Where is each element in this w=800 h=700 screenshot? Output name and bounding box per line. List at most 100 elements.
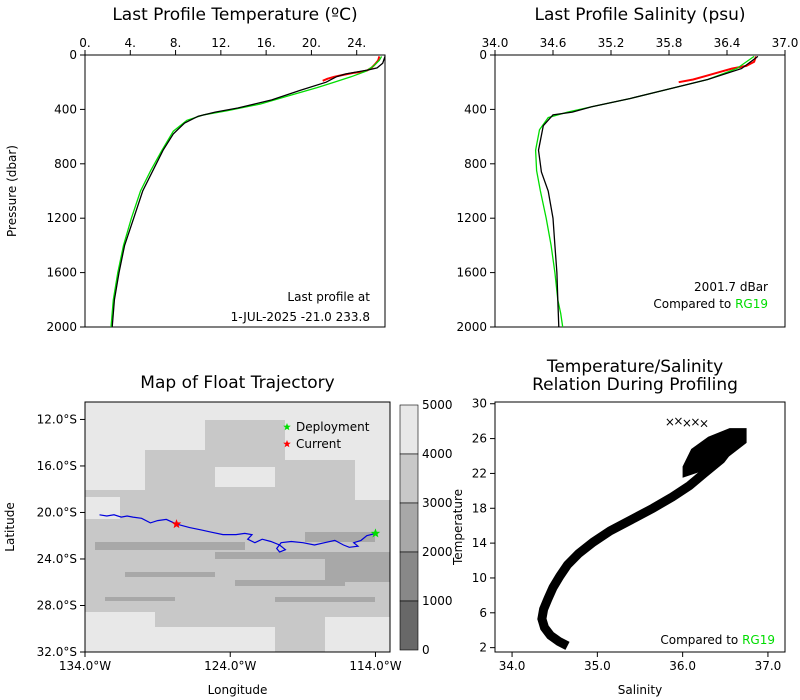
deployment-star-icon bbox=[370, 528, 381, 538]
depth-scale-label: 4000 bbox=[422, 447, 453, 461]
map-x-tick-label: 124.0°W bbox=[204, 659, 256, 673]
sal-y-tick-label: 800 bbox=[464, 157, 487, 171]
map-x-tick-label: 134.0°W bbox=[59, 659, 111, 673]
sal-annotation-prefix: Compared to bbox=[653, 297, 735, 311]
salinity-profile-panel: Last Profile Salinity (psu) 34.0 34.6 35.2 3… bbox=[456, 5, 798, 334]
sal-annotation-ref: RG19 bbox=[735, 297, 768, 311]
map-legend-label: Deployment bbox=[296, 420, 370, 434]
sal-x-tick-label: 36.4 bbox=[714, 36, 741, 50]
ts-y-tick-label: 2 bbox=[479, 641, 487, 655]
temp-y-tick-label: 1600 bbox=[46, 266, 77, 280]
map-y-tick-label: 24.0°S bbox=[37, 552, 77, 566]
temp-series-line bbox=[110, 56, 383, 328]
sal-annotation-line2: Compared to RG19 bbox=[653, 297, 768, 311]
sal-title: Last Profile Salinity (psu) bbox=[534, 5, 745, 25]
ts-y-tick-label: 26 bbox=[472, 432, 487, 446]
map-bathymetry-deep bbox=[275, 597, 375, 602]
depth-scale-label: 3000 bbox=[422, 496, 453, 510]
sal-x-tick-label: 34.6 bbox=[540, 36, 567, 50]
temp-y-tick-label: 1200 bbox=[46, 211, 77, 225]
map-y-axis-label: Latitude bbox=[3, 502, 17, 551]
temp-x-tick-label: 8. bbox=[170, 36, 181, 50]
sal-x-tick-label: 34.0 bbox=[482, 36, 509, 50]
ts-x-tick-label: 35.0 bbox=[584, 659, 611, 673]
depth-scale-segment bbox=[399, 551, 419, 602]
map-bathymetry-shallow bbox=[85, 612, 155, 652]
ts-annotation: Compared to RG19 bbox=[660, 633, 775, 647]
ts-y-axis-label: Temperature bbox=[451, 489, 465, 566]
temp-annotation-line2: 1-JUL-2025 -21.0 233.8 bbox=[231, 310, 370, 324]
sal-y-tick-label: 0 bbox=[479, 48, 487, 62]
ts-x-tick-label: 34.0 bbox=[499, 659, 526, 673]
ts-y-tick-label: 30 bbox=[472, 397, 487, 411]
current-star-icon bbox=[171, 519, 182, 529]
map-bathymetry-deep bbox=[125, 572, 215, 577]
sal-series-line bbox=[537, 55, 759, 328]
ts-outlier-point: × bbox=[699, 417, 709, 431]
ts-annotation-ref: RG19 bbox=[742, 633, 775, 647]
map-bathymetry-shallow bbox=[285, 420, 390, 460]
temp-y-tick-label: 400 bbox=[54, 102, 77, 116]
temp-y-tick-label: 2000 bbox=[46, 320, 77, 334]
ts-outlier-point: × bbox=[682, 416, 692, 430]
map-legend-label: Current bbox=[296, 437, 341, 451]
depth-scale-label: 2000 bbox=[422, 545, 453, 559]
depth-scale-segment bbox=[399, 502, 419, 553]
sal-plot-frame bbox=[494, 54, 786, 328]
temp-x-tick-label: 20. bbox=[302, 36, 321, 50]
temp-annotation-line1: Last profile at bbox=[287, 290, 370, 304]
map-bathymetry-shallow bbox=[215, 467, 275, 487]
depth-scale-segment bbox=[399, 404, 419, 455]
depth-scale-label: 0 bbox=[422, 643, 430, 657]
temp-x-tick-label: 4. bbox=[125, 36, 136, 50]
ts-x-tick-label: 37.0 bbox=[755, 659, 782, 673]
legend-star-icon bbox=[283, 423, 291, 431]
map-y-tick-label: 32.0°S bbox=[37, 645, 77, 659]
ts-title: Temperature/Salinity bbox=[546, 357, 723, 377]
map-bathymetry-shallow bbox=[325, 617, 390, 652]
sal-series-line bbox=[678, 56, 757, 84]
map-bathymetry-shallow bbox=[155, 627, 275, 652]
sal-x-tick-label: 35.2 bbox=[598, 36, 625, 50]
ts-outlier-point: × bbox=[665, 415, 675, 429]
ts-outlier-point: × bbox=[673, 414, 683, 428]
sal-y-tick-label: 1200 bbox=[456, 211, 487, 225]
temp-x-tick-label: 16. bbox=[257, 36, 276, 50]
map-bathymetry-shallow bbox=[355, 460, 390, 500]
map-bathymetry-deep bbox=[305, 532, 375, 542]
map-y-tick-label: 16.0°S bbox=[37, 459, 77, 473]
map-bathymetry-shallow bbox=[85, 497, 120, 519]
temp-y-tick-label: 0 bbox=[69, 48, 77, 62]
map-y-tick-label: 28.0°S bbox=[37, 598, 77, 612]
sal-y-tick-label: 2000 bbox=[456, 320, 487, 334]
depth-scale-segment bbox=[399, 453, 419, 504]
map-bathymetry-shallow bbox=[85, 450, 145, 490]
ts-title-line2: Relation During Profiling bbox=[532, 375, 738, 395]
map-bathymetry-deep bbox=[105, 597, 175, 601]
ts-scatter-band bbox=[537, 440, 738, 650]
ts-y-tick-label: 6 bbox=[479, 606, 487, 620]
ts-annotation-prefix: Compared to bbox=[660, 633, 742, 647]
legend-star-icon bbox=[283, 440, 291, 448]
ts-y-tick-label: 14 bbox=[472, 536, 487, 550]
ts-warm-cloud bbox=[682, 428, 747, 478]
map-bathymetry-deep bbox=[235, 580, 345, 586]
temp-x-tick-label: 24. bbox=[347, 36, 366, 50]
ts-y-tick-label: 18 bbox=[472, 501, 487, 515]
map-x-tick-label: 114.0°W bbox=[349, 659, 401, 673]
depth-scale-label: 1000 bbox=[422, 594, 453, 608]
ts-plot-frame bbox=[494, 401, 786, 653]
sal-y-tick-label: 400 bbox=[464, 102, 487, 116]
map-bathymetry-shallow bbox=[85, 402, 390, 420]
ts-y-tick-label: 10 bbox=[472, 571, 487, 585]
sal-x-tick-label: 35.8 bbox=[656, 36, 683, 50]
map-bathymetry-deep bbox=[95, 542, 245, 550]
ts-y-tick-label: 22 bbox=[472, 466, 487, 480]
map-plot-frame bbox=[84, 401, 391, 653]
trajectory-map-panel: Map of Float Trajectory 134.0°W 124.0°W 114… bbox=[3, 373, 453, 697]
depth-scale-segment bbox=[399, 600, 419, 651]
map-bathymetry-shallow bbox=[85, 420, 205, 450]
temperature-profile-panel: Last Profile Temperature (ºC) 0. 4. 8. 12. 16… bbox=[5, 5, 386, 334]
depth-scale-label: 5000 bbox=[422, 398, 453, 412]
